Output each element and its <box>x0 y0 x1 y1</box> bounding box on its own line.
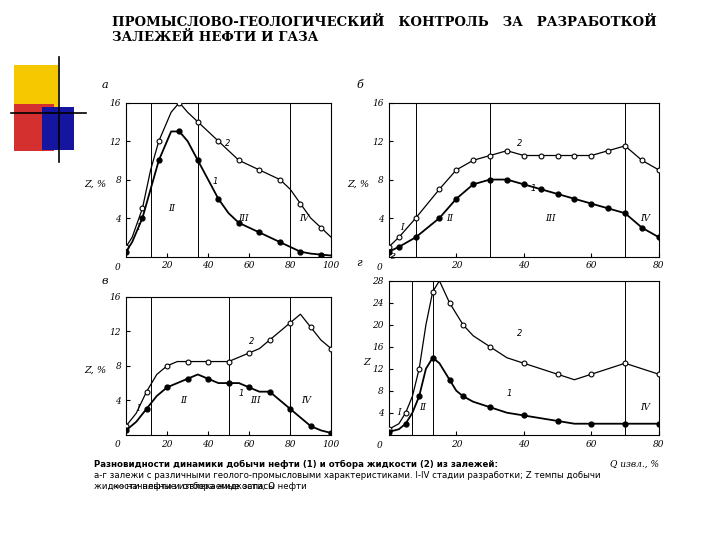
Y-axis label: Z: Z <box>363 357 369 367</box>
Y-axis label: Z, %: Z, % <box>85 179 107 188</box>
Text: б: б <box>356 80 363 90</box>
Text: а: а <box>102 80 108 90</box>
Y-axis label: Z, %: Z, % <box>348 179 369 188</box>
Text: нач: нач <box>112 484 124 489</box>
Text: II: II <box>446 213 453 222</box>
Text: 1: 1 <box>531 184 536 193</box>
Text: I: I <box>137 223 140 232</box>
Text: 2: 2 <box>517 329 523 338</box>
Text: 0: 0 <box>377 262 382 272</box>
Text: I: I <box>137 404 140 414</box>
Text: ПРОМЫСЛОВО-ГЕОЛОГИЧЕСКИЙ   КОНТРОЛЬ   ЗА   РАЗРАБОТКОЙ: ПРОМЫСЛОВО-ГЕОЛОГИЧЕСКИЙ КОНТРОЛЬ ЗА РАЗ… <box>112 16 657 29</box>
Text: в: в <box>102 276 108 286</box>
Text: II: II <box>419 403 426 411</box>
Bar <box>42 107 74 150</box>
Text: 2: 2 <box>249 338 254 346</box>
Text: I: I <box>400 223 404 232</box>
Text: III: III <box>546 213 556 222</box>
Text: 1: 1 <box>212 177 217 186</box>
Text: Q извл., %: Q извл., % <box>610 281 659 290</box>
Text: ЗАЛЕЖЕЙ НЕФТИ И ГАЗА: ЗАЛЕЖЕЙ НЕФТИ И ГАЗА <box>112 31 318 44</box>
Text: Разновидности динамики добычи нефти (1) и отбора жидкости (2) из залежей:: Разновидности динамики добычи нефти (1) … <box>94 460 498 469</box>
Bar <box>14 65 58 113</box>
Bar <box>14 104 54 151</box>
Text: Q извл., %: Q извл., % <box>610 460 659 468</box>
Text: г: г <box>389 251 395 261</box>
Text: IV: IV <box>640 403 650 411</box>
Text: II: II <box>168 204 175 213</box>
Text: III: III <box>250 396 261 405</box>
Text: г: г <box>356 259 362 268</box>
Text: IV: IV <box>640 213 650 222</box>
Y-axis label: Z, %: Z, % <box>85 366 107 375</box>
Text: 0: 0 <box>115 440 121 449</box>
Text: I: I <box>397 408 400 417</box>
Text: а-г залежи с различными геолого-промысловыми характеристиками. I-IV стадии разра: а-г залежи с различными геолого-промысло… <box>94 471 600 480</box>
Text: 2: 2 <box>225 139 230 148</box>
Text: III: III <box>238 213 248 222</box>
Text: жидкости нефти и отбора жидкости; О: жидкости нефти и отбора жидкости; О <box>94 482 274 491</box>
Text: IV: IV <box>302 396 312 405</box>
Text: начальные извлекаемые запасы нефти: начальные извлекаемые запасы нефти <box>121 482 307 491</box>
Text: IV: IV <box>300 213 310 222</box>
Text: 0: 0 <box>377 441 382 450</box>
Text: 0: 0 <box>115 262 121 272</box>
Text: 1: 1 <box>507 389 513 398</box>
Text: 2: 2 <box>517 139 523 148</box>
Text: II: II <box>180 396 187 405</box>
Text: 1: 1 <box>239 389 244 398</box>
